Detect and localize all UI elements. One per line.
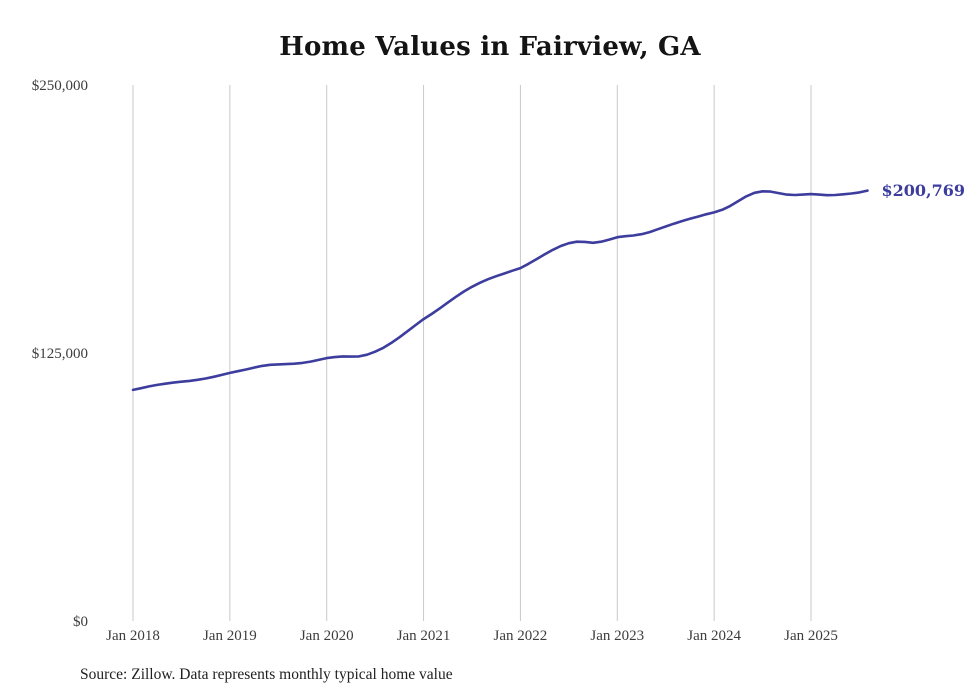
x-tick-label: Jan 2020 — [300, 628, 354, 644]
x-tick-label: Jan 2025 — [784, 628, 838, 644]
x-tick-label: Jan 2021 — [397, 628, 451, 644]
y-tick-label: $125,000 — [32, 346, 88, 362]
x-tick-label: Jan 2018 — [106, 628, 160, 644]
y-tick-label: $250,000 — [32, 78, 88, 94]
x-tick-label: Jan 2019 — [203, 628, 257, 644]
latest-value-annotation: $200,769 — [881, 180, 966, 200]
x-tick-label: Jan 2022 — [494, 628, 548, 644]
source-note: Source: Zillow. Data represents monthly … — [80, 666, 453, 683]
home-value-line — [131, 189, 869, 392]
x-tick-label: Jan 2023 — [590, 628, 644, 644]
y-tick-label: $0 — [73, 614, 88, 630]
page-title: Home Values in Fairview, GA — [279, 32, 701, 62]
x-tick-label: Jan 2024 — [687, 628, 741, 644]
